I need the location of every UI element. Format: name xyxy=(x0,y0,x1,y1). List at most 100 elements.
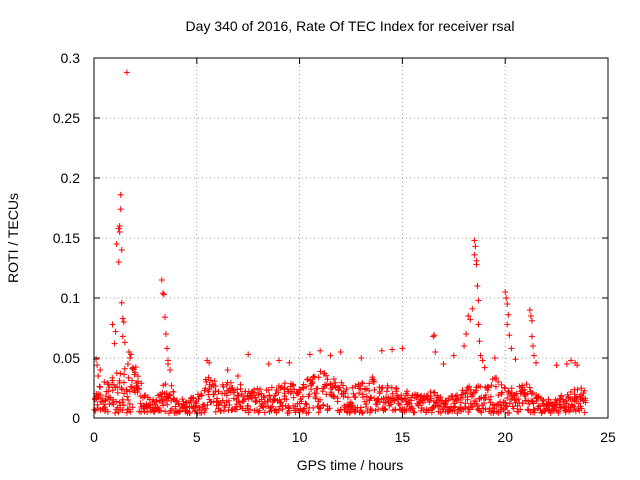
band-point xyxy=(202,405,209,412)
band-point xyxy=(248,395,255,402)
band-point xyxy=(510,405,517,412)
band-point xyxy=(335,387,342,394)
data-point xyxy=(503,295,510,301)
data-point xyxy=(475,297,482,304)
band-point xyxy=(269,403,276,410)
band-point xyxy=(110,401,117,408)
band-point xyxy=(125,397,132,404)
band-point xyxy=(391,407,398,414)
y-tick-label: 0.15 xyxy=(53,230,80,246)
data-point xyxy=(533,359,540,366)
y-tick-label: 0 xyxy=(72,410,80,426)
data-point xyxy=(491,355,498,361)
band-point xyxy=(524,406,531,413)
band-point xyxy=(383,388,390,395)
band-point xyxy=(275,407,282,414)
band-point xyxy=(300,406,307,413)
band-point xyxy=(519,400,526,407)
band-point xyxy=(106,394,113,401)
band-point xyxy=(241,396,248,403)
band-point xyxy=(226,401,233,408)
band-point xyxy=(298,398,305,405)
band-point xyxy=(138,409,145,416)
data-point xyxy=(115,259,122,265)
data-point xyxy=(431,332,438,339)
band-point xyxy=(371,378,378,385)
band-point xyxy=(384,382,391,389)
band-point xyxy=(299,393,306,400)
band-point xyxy=(531,407,538,414)
band-point xyxy=(183,407,190,414)
band-point xyxy=(578,405,585,412)
plot-frame xyxy=(93,57,609,419)
data-point xyxy=(463,331,470,337)
band-point xyxy=(207,377,214,384)
band-point xyxy=(105,388,112,395)
band-point xyxy=(517,406,524,413)
band-point xyxy=(481,400,488,407)
band-point xyxy=(472,398,479,405)
data-point xyxy=(502,289,509,295)
band-point xyxy=(281,380,288,387)
band-point xyxy=(459,394,466,401)
band-point xyxy=(504,395,511,402)
band-point xyxy=(237,386,244,393)
band-point xyxy=(342,390,349,397)
band-point xyxy=(574,386,581,393)
band-point xyxy=(334,398,341,405)
band-point xyxy=(484,387,491,394)
data-point xyxy=(95,373,102,379)
data-point xyxy=(234,373,241,379)
band-point xyxy=(312,395,319,402)
data-point xyxy=(389,346,396,353)
band-point xyxy=(222,404,229,411)
band-point xyxy=(162,381,169,388)
band-point xyxy=(125,374,132,381)
band-point xyxy=(535,403,542,410)
band-point xyxy=(210,391,217,398)
band-point xyxy=(291,407,298,414)
band-point xyxy=(141,408,148,415)
band-point xyxy=(310,404,317,411)
data-point xyxy=(119,315,126,322)
band-point xyxy=(172,403,179,410)
band-point xyxy=(268,384,275,391)
band-point xyxy=(375,406,382,413)
band-point xyxy=(425,407,432,414)
band-point xyxy=(433,398,440,405)
band-point xyxy=(330,376,337,383)
band-point xyxy=(102,397,109,404)
band-point xyxy=(332,379,339,386)
band-point xyxy=(526,384,533,391)
band-point xyxy=(434,392,441,399)
band-point xyxy=(317,396,324,403)
y-tick-label: 0.25 xyxy=(53,110,80,126)
band-point xyxy=(346,409,353,416)
band-point xyxy=(114,389,121,396)
band-point xyxy=(577,391,584,398)
band-point xyxy=(418,407,425,414)
band-point xyxy=(104,408,111,415)
x-tick-label: 20 xyxy=(497,429,513,445)
band-point xyxy=(415,402,422,409)
band-point xyxy=(179,396,186,403)
band-point xyxy=(119,407,126,414)
band-point xyxy=(201,409,208,416)
band-point xyxy=(168,382,175,389)
band-point xyxy=(485,384,492,391)
band-point xyxy=(158,407,165,414)
band-point xyxy=(159,396,166,403)
chart-title: Day 340 of 2016, Rate Of TEC Index for r… xyxy=(186,18,515,34)
band-point xyxy=(477,383,484,390)
band-point xyxy=(493,375,500,382)
band-point xyxy=(198,409,205,416)
band-point xyxy=(366,380,373,387)
data-point xyxy=(337,349,344,355)
band-point xyxy=(173,397,180,404)
band-point xyxy=(366,387,373,394)
band-point xyxy=(290,382,297,389)
band-point xyxy=(279,402,286,409)
band-point xyxy=(109,399,116,406)
data-point xyxy=(120,319,127,325)
band-point xyxy=(134,389,141,396)
